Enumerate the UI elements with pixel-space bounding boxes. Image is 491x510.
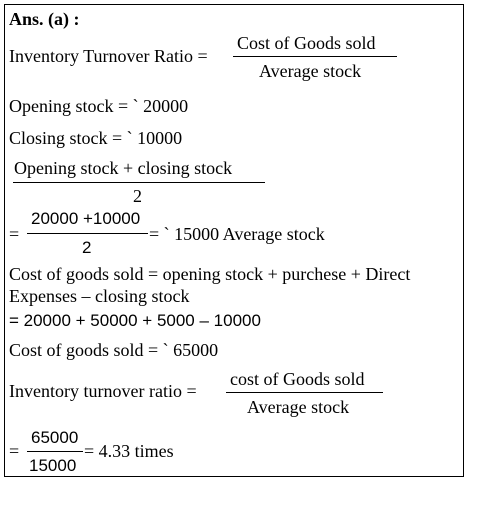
opening-stock: Opening stock = ` 20000: [9, 96, 189, 116]
numerator: Opening stock + closing stock: [14, 158, 233, 178]
fraction-bar: [233, 56, 397, 57]
formula-lhs: Inventory turnover ratio =: [9, 381, 197, 401]
numerator: 20000 +10000: [31, 209, 141, 228]
fraction-bar: [226, 392, 383, 393]
denominator: 15000: [29, 456, 77, 475]
formula-lhs: Inventory Turnover Ratio =: [9, 46, 208, 66]
answer-box: Ans. (a) : Inventory Turnover Ratio = Co…: [4, 4, 464, 477]
numerator: 65000: [31, 428, 79, 447]
cogs-result: Cost of goods sold = ` 65000: [9, 340, 219, 360]
fraction-bar: [27, 233, 148, 234]
numerator: cost of Goods sold: [230, 369, 365, 389]
result: = ` 15000 Average stock: [149, 224, 325, 244]
cogs-formula: Cost of goods sold = opening stock + pur…: [9, 264, 411, 284]
fraction-bar: [13, 182, 265, 183]
denominator: Average stock: [247, 397, 350, 417]
fraction-bar: [27, 451, 83, 452]
denominator: Average stock: [259, 61, 362, 81]
numerator: Cost of Goods sold: [237, 33, 376, 53]
denominator: 2: [82, 238, 92, 257]
closing-stock: Closing stock = ` 10000: [9, 128, 183, 148]
equals: =: [9, 441, 20, 461]
answer-label: Ans. (a) :: [9, 9, 80, 29]
result: = 4.33 times: [84, 441, 174, 461]
cogs-formula: Expenses – closing stock: [9, 286, 190, 306]
cogs-calc: = 20000 + 50000 + 5000 – 10000: [9, 311, 261, 330]
equals: =: [9, 224, 20, 244]
denominator: 2: [133, 186, 142, 206]
